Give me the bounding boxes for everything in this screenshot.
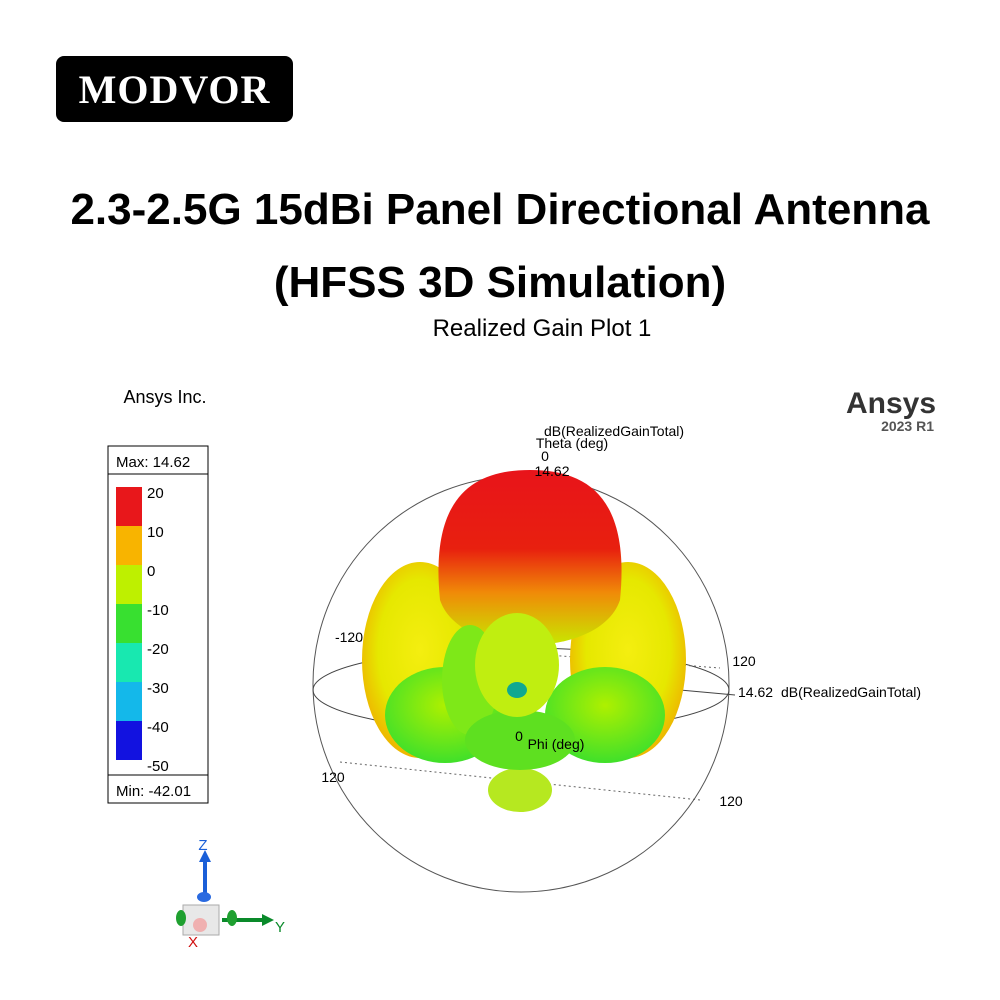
legend-level: 10 [147,524,164,541]
axis-label: 14.62 [534,463,569,479]
axis-label: Theta (deg) [536,435,608,451]
axis-line [679,689,736,696]
title-line: (HFSS 3D Simulation) [273,258,727,307]
legend-level: -30 [147,680,169,697]
axis-triad: Z Y X [176,837,285,951]
triad-label: X [188,934,198,951]
triad-label: Y [275,919,285,936]
axis-label: 120 [732,653,756,669]
axis-label: dB(RealizedGainTotal) [781,684,921,700]
axis-label: Phi (deg) [528,736,585,752]
axis-label: dB(RealizedGainTotal) [544,423,684,439]
legend-min: Min: -42.01 [116,783,191,800]
legend-level: 0 [147,563,155,580]
legend-level: 20 [147,485,164,502]
legend-band [116,526,142,565]
axis-label: 14.62 [738,684,773,700]
axis-label: 0 [515,728,523,744]
legend-band [116,487,142,526]
axis-label: 0 [541,448,549,464]
vendor: Ansys Inc. [123,387,206,407]
ansys-logo: Ansys [846,387,936,420]
radiation-pattern [362,470,686,812]
title-line: 2.3-2.5G 15dBi Panel Directional Antenna [70,185,930,234]
plot-title: Realized Gain Plot 1 [433,315,652,342]
legend-level: -10 [147,602,169,619]
legend-level: -40 [147,719,169,736]
legend-band [116,682,142,721]
legend-scale: 20 10 0 -10 -20 -30 -40 -50 [116,485,169,775]
brand-logo: MODVOR [56,56,293,122]
legend-band [116,721,142,760]
axis-label: -120 [335,629,363,645]
ansys-version: 2023 R1 [881,418,934,434]
legend-max: Max: 14.62 [116,454,190,471]
legend-band [116,643,142,682]
triad-label: Z [198,837,207,854]
legend-band [116,604,142,643]
legend-level: -50 [147,758,169,775]
axis-label: 120 [719,793,743,809]
axis-label: 120 [321,769,345,785]
legend-band [116,565,142,604]
legend-level: -20 [147,641,169,658]
